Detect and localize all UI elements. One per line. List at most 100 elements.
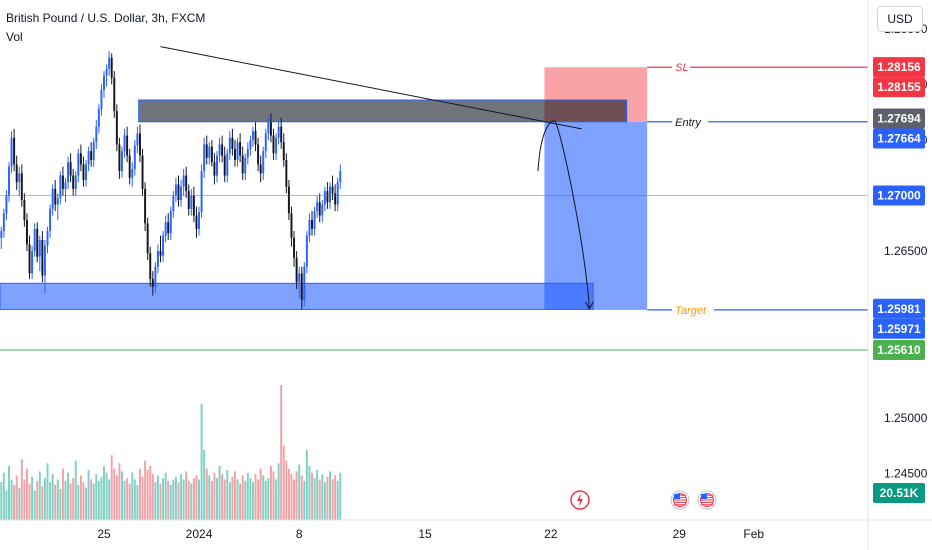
candle-body — [195, 215, 198, 229]
candle-body — [103, 75, 105, 90]
volume-bar — [100, 476, 103, 520]
volume-bar — [287, 468, 290, 520]
candle-body — [208, 146, 211, 158]
volume-bar — [51, 474, 54, 520]
volume-bar — [133, 479, 136, 520]
volume-bar — [195, 475, 198, 520]
volume-bar — [82, 482, 85, 520]
candle-body — [136, 133, 139, 146]
volume-bar — [267, 478, 270, 520]
volume-bar — [329, 471, 331, 520]
lightning-icon — [577, 493, 583, 507]
candle-body — [267, 122, 270, 134]
volume-bar — [144, 460, 147, 520]
volume-bar — [49, 482, 52, 520]
volume-bar — [141, 476, 144, 520]
candle-body — [280, 126, 283, 143]
candle-body — [205, 144, 208, 158]
candle-body — [2, 213, 5, 232]
candle-body — [303, 266, 306, 300]
entry-label: Entry — [675, 117, 702, 129]
candle-body — [293, 237, 296, 258]
candle-body — [144, 188, 147, 224]
candle-body — [323, 191, 326, 205]
candle-body — [151, 278, 154, 287]
volume-bar — [203, 449, 206, 520]
volume-bar — [108, 479, 111, 520]
volume-bar — [146, 470, 149, 520]
volume-bar — [38, 471, 41, 520]
volume-bar — [79, 475, 82, 520]
us-event-2[interactable] — [697, 490, 717, 510]
price-tag — [873, 57, 925, 78]
currency-button[interactable]: USD — [877, 6, 923, 32]
candle-body — [87, 151, 90, 165]
x-tick-label: Feb — [743, 527, 764, 541]
volume-bar — [36, 480, 39, 520]
volume-bar — [334, 475, 337, 520]
candle-body — [169, 211, 172, 234]
candle-body — [203, 144, 206, 172]
candle-body — [108, 57, 111, 69]
volume-bar — [136, 484, 139, 520]
candle-body — [126, 135, 129, 156]
volume-bar — [231, 476, 234, 520]
x-tick-label: 22 — [544, 527, 558, 541]
candle-body — [321, 204, 324, 216]
candle-body — [264, 133, 267, 152]
volume-bar — [28, 483, 31, 520]
candle-body — [100, 90, 103, 109]
price-tag — [873, 318, 925, 339]
us-event-1[interactable] — [670, 490, 690, 510]
candle-body — [156, 251, 159, 267]
volume-bar — [321, 474, 324, 520]
candle-body — [56, 197, 59, 205]
volume-bar — [172, 479, 175, 520]
candle-body — [182, 175, 185, 187]
economic-event-flash[interactable] — [570, 490, 590, 510]
volume-bar — [336, 480, 339, 520]
candle-body — [251, 131, 254, 140]
y-tick-label: 1.26500 — [884, 244, 928, 258]
candle-body — [287, 186, 290, 214]
candle-body — [138, 133, 141, 156]
candle-body — [316, 202, 319, 212]
candle-body — [162, 235, 165, 256]
volume-bar — [313, 478, 316, 520]
volume-bar — [216, 478, 218, 520]
volume-bar — [210, 480, 213, 520]
volume-bar — [8, 466, 10, 520]
target-label: Target — [675, 305, 707, 317]
price-tag-label: 1.27694 — [877, 111, 921, 125]
volume-bar — [169, 484, 172, 520]
candle-body — [180, 186, 183, 200]
volume-bar — [5, 490, 8, 520]
volume-bar — [300, 475, 303, 520]
flag-canton — [674, 494, 680, 499]
volume-bar — [226, 470, 229, 520]
volume-bar — [205, 468, 208, 520]
candle-body — [41, 240, 44, 276]
candle-body — [131, 168, 134, 178]
trend-line — [160, 46, 582, 130]
price-tag-label: 1.25971 — [877, 322, 921, 336]
volume-bar — [59, 488, 62, 520]
candle-body — [54, 188, 57, 205]
volume-bar — [182, 479, 185, 520]
y-tick-label: 1.24500 — [884, 466, 928, 480]
volume-bar — [162, 478, 165, 520]
candle-body — [331, 186, 334, 194]
candle-body — [172, 195, 175, 212]
candle-body — [105, 68, 108, 76]
candle-body — [5, 195, 8, 214]
candle-body — [329, 186, 331, 203]
volume-bar — [159, 483, 162, 520]
volume-bar — [31, 476, 34, 520]
candle-body — [15, 164, 18, 183]
candle-body — [308, 220, 311, 236]
volume-bar — [177, 482, 180, 520]
candle-body — [141, 155, 144, 189]
volume-bar — [323, 482, 326, 520]
volume-bar — [254, 474, 257, 520]
